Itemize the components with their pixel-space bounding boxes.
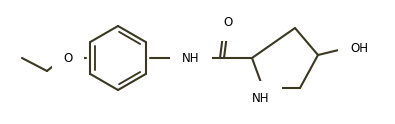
Text: NH: NH: [182, 51, 200, 64]
Text: O: O: [63, 51, 73, 64]
Text: O: O: [224, 16, 233, 30]
Text: NH: NH: [252, 93, 270, 106]
Text: OH: OH: [350, 42, 368, 55]
